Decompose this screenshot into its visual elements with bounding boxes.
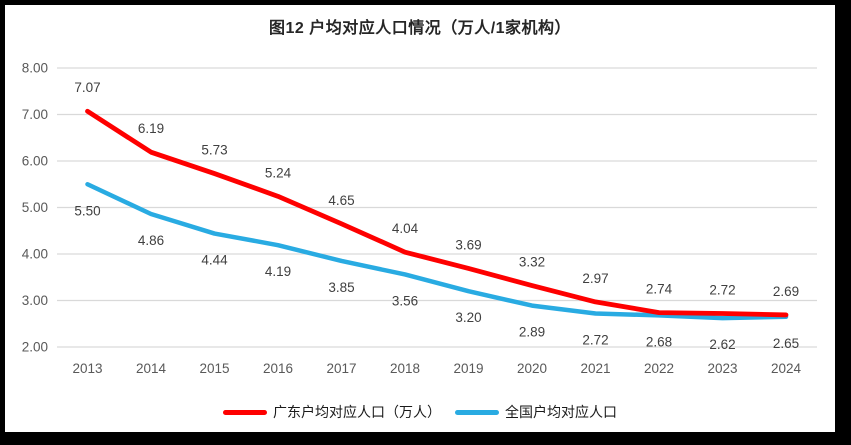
data-label: 7.07 — [74, 80, 100, 95]
chart-canvas: 图12 户均对应人口情况（万人/1家机构） 8.00 7.00 6.00 5.00 4.… — [5, 5, 835, 432]
y-axis-tick: 2.00 — [22, 340, 48, 355]
x-axis-tick: 2014 — [136, 361, 167, 376]
x-axis-tick: 2022 — [644, 361, 674, 376]
data-label: 2.72 — [709, 283, 735, 298]
x-axis-tick: 2018 — [390, 361, 420, 376]
legend-label-national: 全国户均对应人口 — [505, 404, 617, 420]
data-label: 3.32 — [519, 255, 545, 270]
data-label: 2.68 — [646, 334, 672, 349]
data-label: 3.85 — [328, 280, 354, 295]
data-label: 5.50 — [74, 203, 100, 218]
y-axis-tick: 5.00 — [22, 200, 48, 215]
data-label: 3.56 — [392, 293, 418, 308]
data-label: 2.89 — [519, 325, 545, 340]
y-axis-tick: 4.00 — [22, 247, 48, 262]
y-axis-tick: 7.00 — [22, 107, 48, 122]
data-label: 6.19 — [138, 121, 164, 136]
data-label: 4.65 — [328, 193, 354, 208]
data-label: 2.62 — [709, 337, 735, 352]
legend-item-national: 全国户均对应人口 — [455, 402, 617, 422]
series-line — [85, 108, 789, 318]
x-axis-tick: 2016 — [263, 361, 293, 376]
data-label: 4.44 — [201, 253, 228, 268]
legend-swatch-guangdong — [223, 409, 267, 415]
x-axis-tick: 2015 — [199, 361, 229, 376]
data-label: 4.04 — [392, 221, 419, 236]
x-axis-tick: 2024 — [771, 361, 802, 376]
line-chart: 8.00 7.00 6.00 5.00 4.00 3.00 2.00 2013 2014 2015… — [22, 61, 817, 376]
series-line — [85, 182, 789, 321]
x-axis-tick: 2020 — [517, 361, 547, 376]
data-label: 5.24 — [265, 165, 292, 180]
chart-legend: 广东户均对应人口（万人） 全国户均对应人口 — [5, 402, 835, 422]
legend-label-guangdong: 广东户均对应人口（万人） — [273, 404, 441, 420]
y-axis-tick: 6.00 — [22, 154, 48, 169]
x-axis-tick: 2013 — [72, 361, 102, 376]
x-axis-tick: 2023 — [707, 361, 737, 376]
legend-item-guangdong: 广东户均对应人口（万人） — [223, 402, 441, 422]
y-axis-tick: 8.00 — [22, 61, 48, 76]
data-label: 2.72 — [582, 333, 608, 348]
data-label: 4.19 — [265, 264, 291, 279]
data-label: 4.86 — [138, 233, 164, 248]
x-axis-tick: 2019 — [453, 361, 483, 376]
chart-title: 图12 户均对应人口情况（万人/1家机构） — [268, 20, 572, 37]
y-axis-tick: 3.00 — [22, 293, 48, 308]
data-label: 2.69 — [773, 284, 799, 299]
data-label: 2.65 — [773, 336, 799, 351]
data-label: 3.20 — [455, 310, 481, 325]
legend-swatch-national — [455, 409, 499, 415]
data-label: 3.69 — [455, 237, 481, 252]
x-axis-tick: 2017 — [326, 361, 356, 376]
data-label: 5.73 — [201, 143, 227, 158]
data-label: 2.97 — [582, 271, 608, 286]
x-axis-tick: 2021 — [580, 361, 610, 376]
data-label: 2.74 — [646, 282, 673, 297]
